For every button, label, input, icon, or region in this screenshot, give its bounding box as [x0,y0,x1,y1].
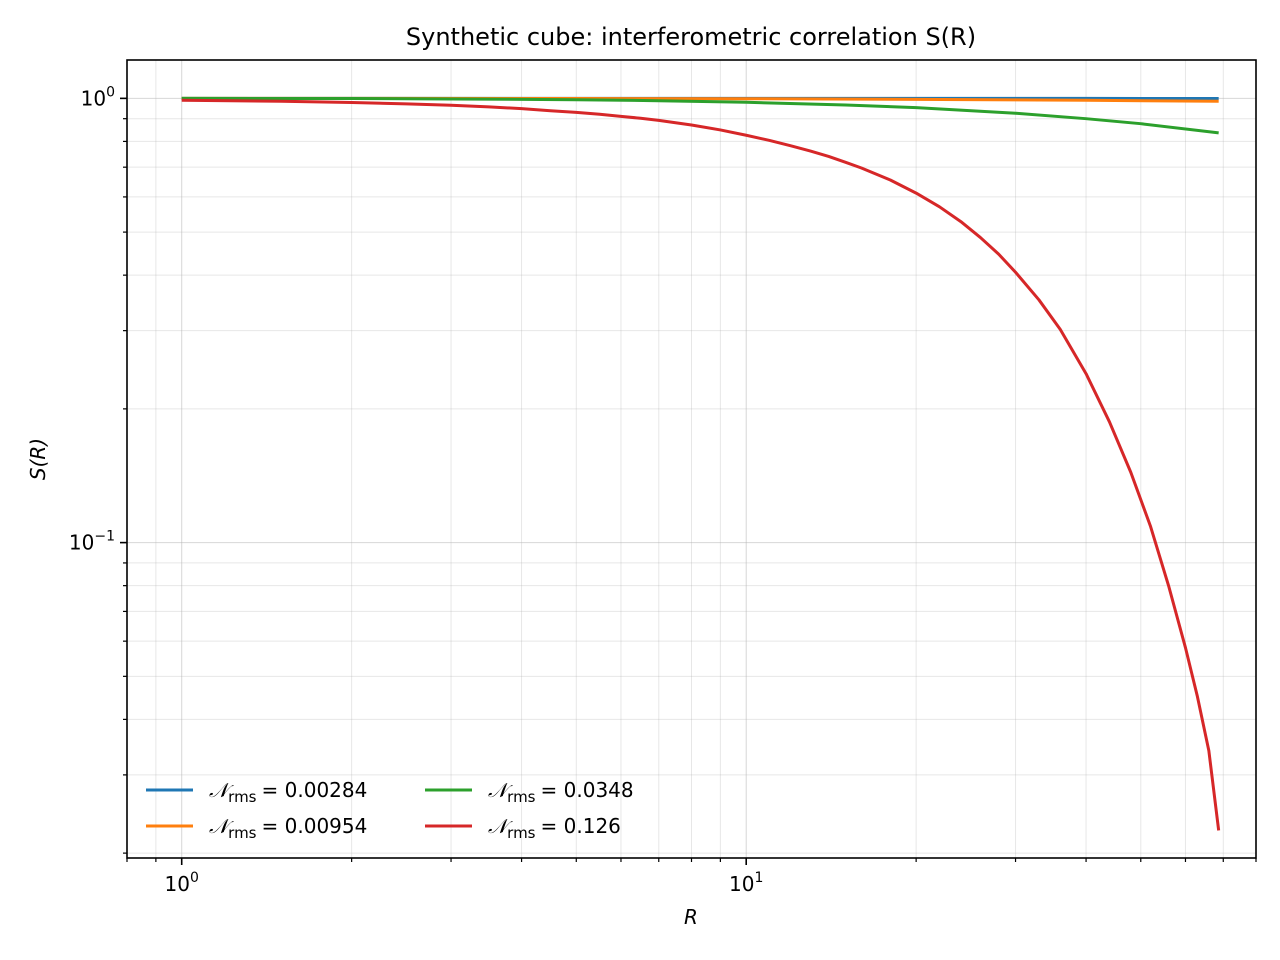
legend-label-1: 𝒩rms = 0.00284 [209,778,367,806]
x-axis-label: R [684,905,698,929]
series-group [181,96,1221,831]
legend-label-2: 𝒩rms = 0.00954 [209,814,367,842]
legend-label-3: 𝒩rms = 0.0348 [488,778,634,806]
y-tick-label: 10−1 [69,529,115,555]
ticks: 100 101 100 10−1 [69,84,1257,896]
series-line-3 [181,96,1219,135]
x-tick-label: 100 [165,870,199,896]
y-axis-label: S(R) [26,438,50,480]
x-tick-label: 101 [729,870,763,896]
series-line-4 [181,98,1221,831]
grid [126,60,1257,858]
y-tick-label: 100 [81,84,115,110]
chart-title: Synthetic cube: interferometric correlat… [406,23,976,51]
